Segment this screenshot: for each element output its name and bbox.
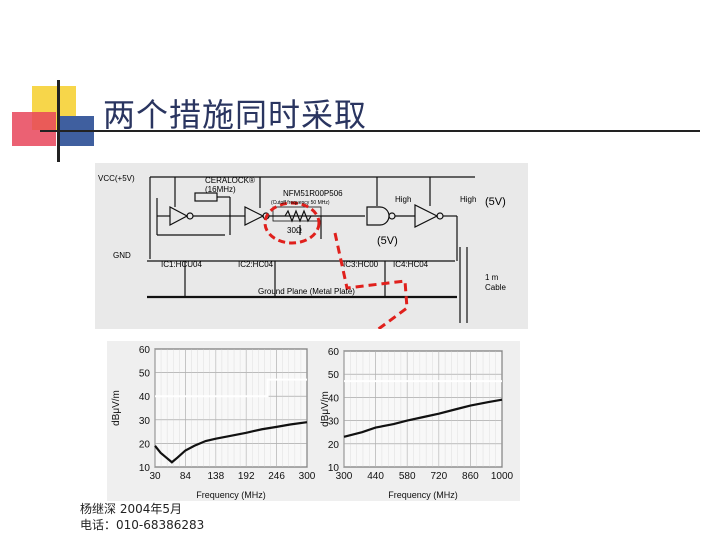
plot-area	[343, 350, 503, 468]
slide-title: 两个措施同时采取	[103, 96, 368, 134]
limit-line	[155, 378, 307, 398]
x-tick-label: 246	[268, 471, 285, 482]
x-tick-label: 1000	[491, 471, 514, 482]
x-tick-label: 580	[399, 471, 416, 482]
resistor-label: 30Ω	[287, 226, 302, 235]
y-tick-label: 60	[139, 345, 151, 356]
emission-series-line	[154, 421, 308, 464]
y-tick-label: 30	[328, 417, 340, 428]
schematic-background	[95, 163, 528, 329]
deco-horizontal-line	[40, 130, 700, 132]
ground-plane-label: Ground Plane (Metal Plate)	[258, 287, 355, 296]
y-tick-label: 40	[139, 392, 151, 403]
y-axis-label: dBμV/m	[320, 391, 331, 427]
x-tick-label: 192	[238, 471, 255, 482]
ic2-label: IC2:HC04	[238, 260, 274, 269]
x-axis-label: Frequency (MHz)	[196, 490, 266, 500]
x-tick-label: 84	[180, 471, 192, 482]
y-tick-label: 10	[328, 463, 340, 474]
voltage-label-mid: (5V)	[377, 235, 398, 247]
cable-label: Cable	[485, 283, 506, 292]
cable-length-label: 1 m	[485, 273, 499, 282]
x-axis-label: Frequency (MHz)	[388, 490, 458, 500]
x-tick-label: 860	[462, 471, 479, 482]
emission-chart-right: 10 20 30 40 50 60 300 440 580 720 860 1000 dBμV/m Fre…	[316, 341, 520, 501]
y-tick-label: 60	[328, 347, 340, 358]
gnd-label: GND	[113, 251, 131, 260]
filter-part-label: NFM51R00P506	[283, 189, 343, 198]
x-tick-label: 300	[299, 471, 316, 482]
x-tick-label: 440	[367, 471, 384, 482]
ic4-label: IC4:HC04	[393, 260, 429, 269]
circuit-schematic: VCC(+5V) GND CERALOCK® (16MHz) NFM51R00P…	[95, 163, 528, 329]
voltage-label-right: (5V)	[485, 196, 506, 208]
deco-vertical-line	[57, 80, 60, 162]
filter-note-label: (Cutoff frequency 50 MHz)	[271, 200, 330, 206]
ceralock-freq-label: (16MHz)	[205, 185, 236, 194]
y-tick-label: 20	[139, 439, 151, 450]
y-tick-label: 50	[139, 369, 151, 380]
y-tick-label: 10	[139, 463, 151, 474]
x-tick-label: 720	[430, 471, 447, 482]
ceralock-label: CERALOCK®	[205, 176, 255, 185]
x-tick-label: 30	[149, 471, 161, 482]
x-tick-label: 138	[207, 471, 224, 482]
highlight-circle	[263, 201, 321, 245]
emission-chart-left: 10 20 30 40 50 60 30 84 138 192 246 300 dBμV/m Freque…	[107, 341, 321, 501]
ic3-label: IC3:HC00	[343, 260, 379, 269]
high-label-1: High	[395, 195, 411, 204]
y-axis-label: dBμV/m	[111, 390, 122, 426]
high-label-2: High	[460, 195, 476, 204]
vcc-label: VCC(+5V)	[98, 174, 135, 183]
emission-series-line	[343, 398, 503, 438]
author-date: 杨继深 2004年5月	[80, 502, 182, 516]
y-tick-label: 50	[328, 370, 340, 381]
plot-area	[154, 348, 308, 468]
y-tick-label: 30	[139, 416, 151, 427]
phone-number: 电话：010-68386283	[80, 518, 205, 532]
y-tick-label: 40	[328, 393, 340, 404]
x-tick-label: 300	[336, 471, 353, 482]
deco-red-block	[12, 112, 56, 146]
ic1-label: IC1:HCU04	[161, 260, 202, 269]
y-tick-label: 20	[328, 440, 340, 451]
